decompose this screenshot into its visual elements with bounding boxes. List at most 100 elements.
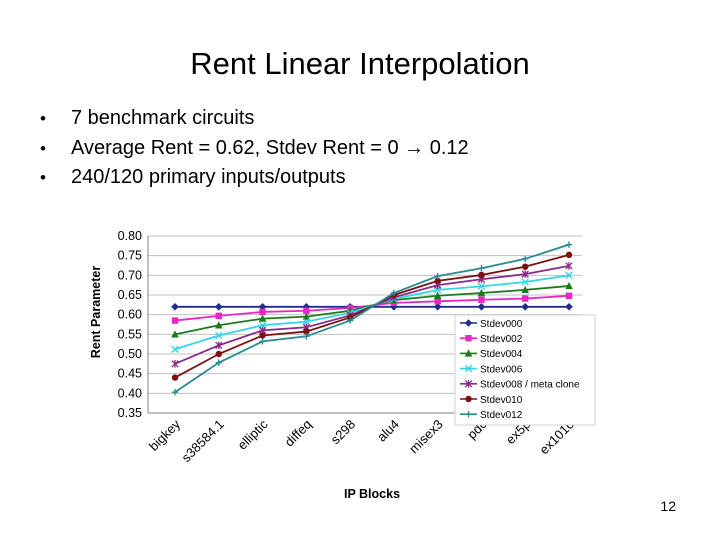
- data-point: [259, 308, 266, 316]
- data-point: [464, 319, 473, 327]
- data-point: [258, 314, 267, 322]
- bullet-text: 240/120 primary inputs/outputs: [71, 166, 346, 188]
- legend-item: Stdev010: [460, 395, 523, 406]
- data-point: [215, 331, 223, 340]
- y-tick-label: 0.35: [118, 406, 142, 420]
- data-point: [478, 296, 485, 303]
- legend-item: Stdev006: [460, 364, 523, 375]
- data-point: [302, 303, 311, 311]
- legend-label: Stdev012: [480, 410, 523, 421]
- data-point: [478, 265, 485, 272]
- data-point: [565, 292, 573, 299]
- x-tick-label: alu4: [374, 417, 402, 445]
- bullet-text: Average Rent = 0.62, Stdev Rent = 0 → 0.…: [71, 136, 469, 159]
- data-point: [434, 298, 441, 305]
- bullet-item: • Average Rent = 0.62, Stdev Rent = 0 → 0…: [40, 134, 469, 164]
- y-tick-label: 0.75: [118, 249, 142, 263]
- bullet-list: • 7 benchmark circuits • Average Rent = 0.…: [40, 104, 469, 193]
- data-point: [214, 321, 223, 329]
- legend-label: Stdev004: [480, 349, 523, 360]
- x-tick-label: s298: [328, 417, 359, 448]
- data-point: [522, 255, 529, 263]
- data-point: [302, 312, 311, 320]
- bullet-text: 7 benchmark circuits: [71, 107, 255, 129]
- y-tick-label: 0.40: [118, 386, 142, 400]
- page-number: 12: [660, 498, 676, 514]
- data-point: [565, 303, 573, 311]
- data-point: [259, 332, 266, 339]
- data-point: [171, 345, 179, 353]
- legend-box: [454, 314, 596, 426]
- data-point: [171, 374, 179, 381]
- x-tick-label: bigkey: [146, 416, 184, 454]
- legend-label: Stdev000: [480, 319, 523, 330]
- data-point: [258, 303, 267, 311]
- data-point: [477, 289, 486, 297]
- data-point: [477, 303, 486, 311]
- data-point: [464, 380, 473, 388]
- data-point: [522, 263, 529, 270]
- data-point: [565, 251, 573, 259]
- legend: Stdev000 Stdev002 Stdev004 Stdev006 Stdev008…: [454, 314, 596, 426]
- data-point: [521, 303, 530, 311]
- data-point: [390, 289, 398, 297]
- series-stdev012: [171, 241, 573, 396]
- data-point: [214, 303, 223, 311]
- data-point: [434, 277, 441, 285]
- y-axis-label: Rent Parameter: [89, 266, 103, 359]
- data-point: [303, 333, 310, 340]
- x-tick-label: elliptic: [235, 416, 272, 453]
- x-axis-label: IP Blocks: [344, 487, 400, 501]
- data-point: [465, 395, 472, 403]
- data-point: [565, 241, 573, 248]
- data-point: [521, 270, 529, 278]
- data-point: [478, 271, 485, 279]
- y-tick-label: 0.45: [118, 367, 142, 381]
- data-point: [565, 281, 573, 290]
- data-point: [171, 330, 179, 338]
- data-point: [171, 360, 179, 368]
- legend-item: Stdev004: [460, 349, 523, 360]
- y-tick-label: 0.65: [118, 288, 142, 302]
- data-point: [522, 295, 529, 302]
- data-point: [521, 278, 529, 286]
- data-point: [303, 307, 310, 314]
- x-tick-label: s38584.1: [178, 417, 226, 465]
- data-point: [521, 285, 530, 294]
- legend-label: Stdev002: [480, 334, 523, 345]
- data-point: [477, 282, 486, 291]
- slide-title: Rent Linear Interpolation: [190, 46, 530, 81]
- bullet-dot: •: [40, 168, 46, 187]
- data-point: [215, 312, 222, 320]
- x-tick-label: misex3: [406, 417, 446, 457]
- legend-label: Stdev006: [480, 364, 523, 375]
- data-point: [171, 317, 179, 324]
- data-point: [465, 335, 472, 342]
- data-point: [215, 341, 223, 350]
- y-tick-label: 0.55: [118, 327, 142, 341]
- data-point: [303, 328, 310, 335]
- legend-item: Stdev000: [460, 319, 523, 330]
- bullet-dot: •: [40, 138, 46, 158]
- y-tick-label: 0.50: [118, 347, 142, 361]
- y-tick-label: 0.80: [118, 229, 142, 243]
- legend-item: Stdev012: [460, 410, 523, 421]
- bullet-item: • 240/120 primary inputs/outputs: [40, 163, 469, 193]
- data-point: [433, 291, 442, 299]
- legend-item: Stdev002: [460, 334, 523, 345]
- data-point: [464, 349, 473, 357]
- data-point: [215, 359, 222, 366]
- bullet-item: • 7 benchmark circuits: [40, 104, 469, 134]
- y-tick-label: 0.60: [118, 308, 142, 322]
- data-point: [259, 338, 266, 345]
- data-point: [171, 303, 179, 311]
- legend-label: Stdev010: [480, 395, 523, 406]
- data-point: [465, 411, 472, 418]
- y-tick-label: 0.70: [118, 268, 142, 282]
- data-point: [302, 318, 311, 326]
- data-point: [215, 350, 222, 358]
- legend-label: Stdev008 / meta clone: [480, 380, 580, 391]
- bullet-dot: •: [40, 109, 46, 128]
